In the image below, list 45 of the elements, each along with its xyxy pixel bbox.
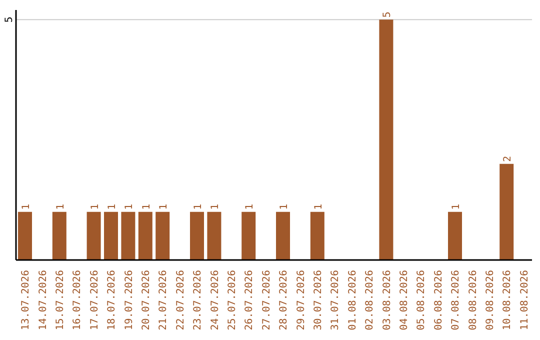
data-label: 1 [193,204,204,210]
data-label: 1 [313,204,324,210]
x-tick-label: 07.08.2026 [450,270,462,330]
x-tick-label: 25.07.2026 [227,270,238,330]
data-label: 1 [90,204,101,210]
data-label: 1 [210,204,222,210]
x-tick-label: 26.07.2026 [244,270,256,330]
data-label: 1 [158,204,170,210]
data-label: 1 [244,204,256,210]
x-tick-label: 09.08.2026 [485,270,496,330]
x-tick-label: 11.08.2026 [519,270,530,330]
x-tick-label: 27.07.2026 [261,270,272,330]
x-tick-label: 05.08.2026 [416,270,428,330]
x-tick-label: 03.08.2026 [382,270,393,330]
x-tick-label: 02.08.2026 [364,270,376,330]
data-label: 1 [21,204,32,210]
data-label: 1 [55,204,66,210]
x-tick-label: 13.07.2026 [20,270,32,330]
x-tick-label: 20.07.2026 [141,270,152,330]
x-tick-label: 21.07.2026 [158,270,170,330]
data-label: 5 [382,12,394,18]
data-label: 1 [141,204,152,210]
x-tick-label: 28.07.2026 [278,270,290,330]
x-tick-label: 06.08.2026 [433,270,444,330]
x-tick-label: 18.07.2026 [106,270,118,330]
data-label: 1 [279,204,290,210]
data-label: 1 [107,204,118,210]
x-tick-label: 24.07.2026 [210,270,221,330]
x-tick-label: 19.07.2026 [124,270,135,330]
x-tick-label: 16.07.2026 [72,270,84,330]
x-tick-label: 31.07.2026 [330,270,342,330]
x-tick-label: 08.08.2026 [468,270,479,330]
x-tick-label: 30.07.2026 [313,270,324,330]
data-label: 1 [451,204,462,210]
x-tick-label: 23.07.2026 [192,270,204,330]
x-tick-label: 01.08.2026 [347,270,358,330]
data-label: 1 [124,204,136,210]
x-tick-label: 14.07.2026 [38,270,49,330]
x-tick-label: 10.08.2026 [502,270,514,330]
x-tick-label: 22.07.2026 [175,270,186,330]
x-tick-label: 04.08.2026 [399,270,410,330]
x-tick-label: 29.07.2026 [296,270,307,330]
data-label: 2 [502,156,514,162]
x-tick-label: 17.07.2026 [89,270,100,330]
x-tick-label: 15.07.2026 [55,270,66,330]
